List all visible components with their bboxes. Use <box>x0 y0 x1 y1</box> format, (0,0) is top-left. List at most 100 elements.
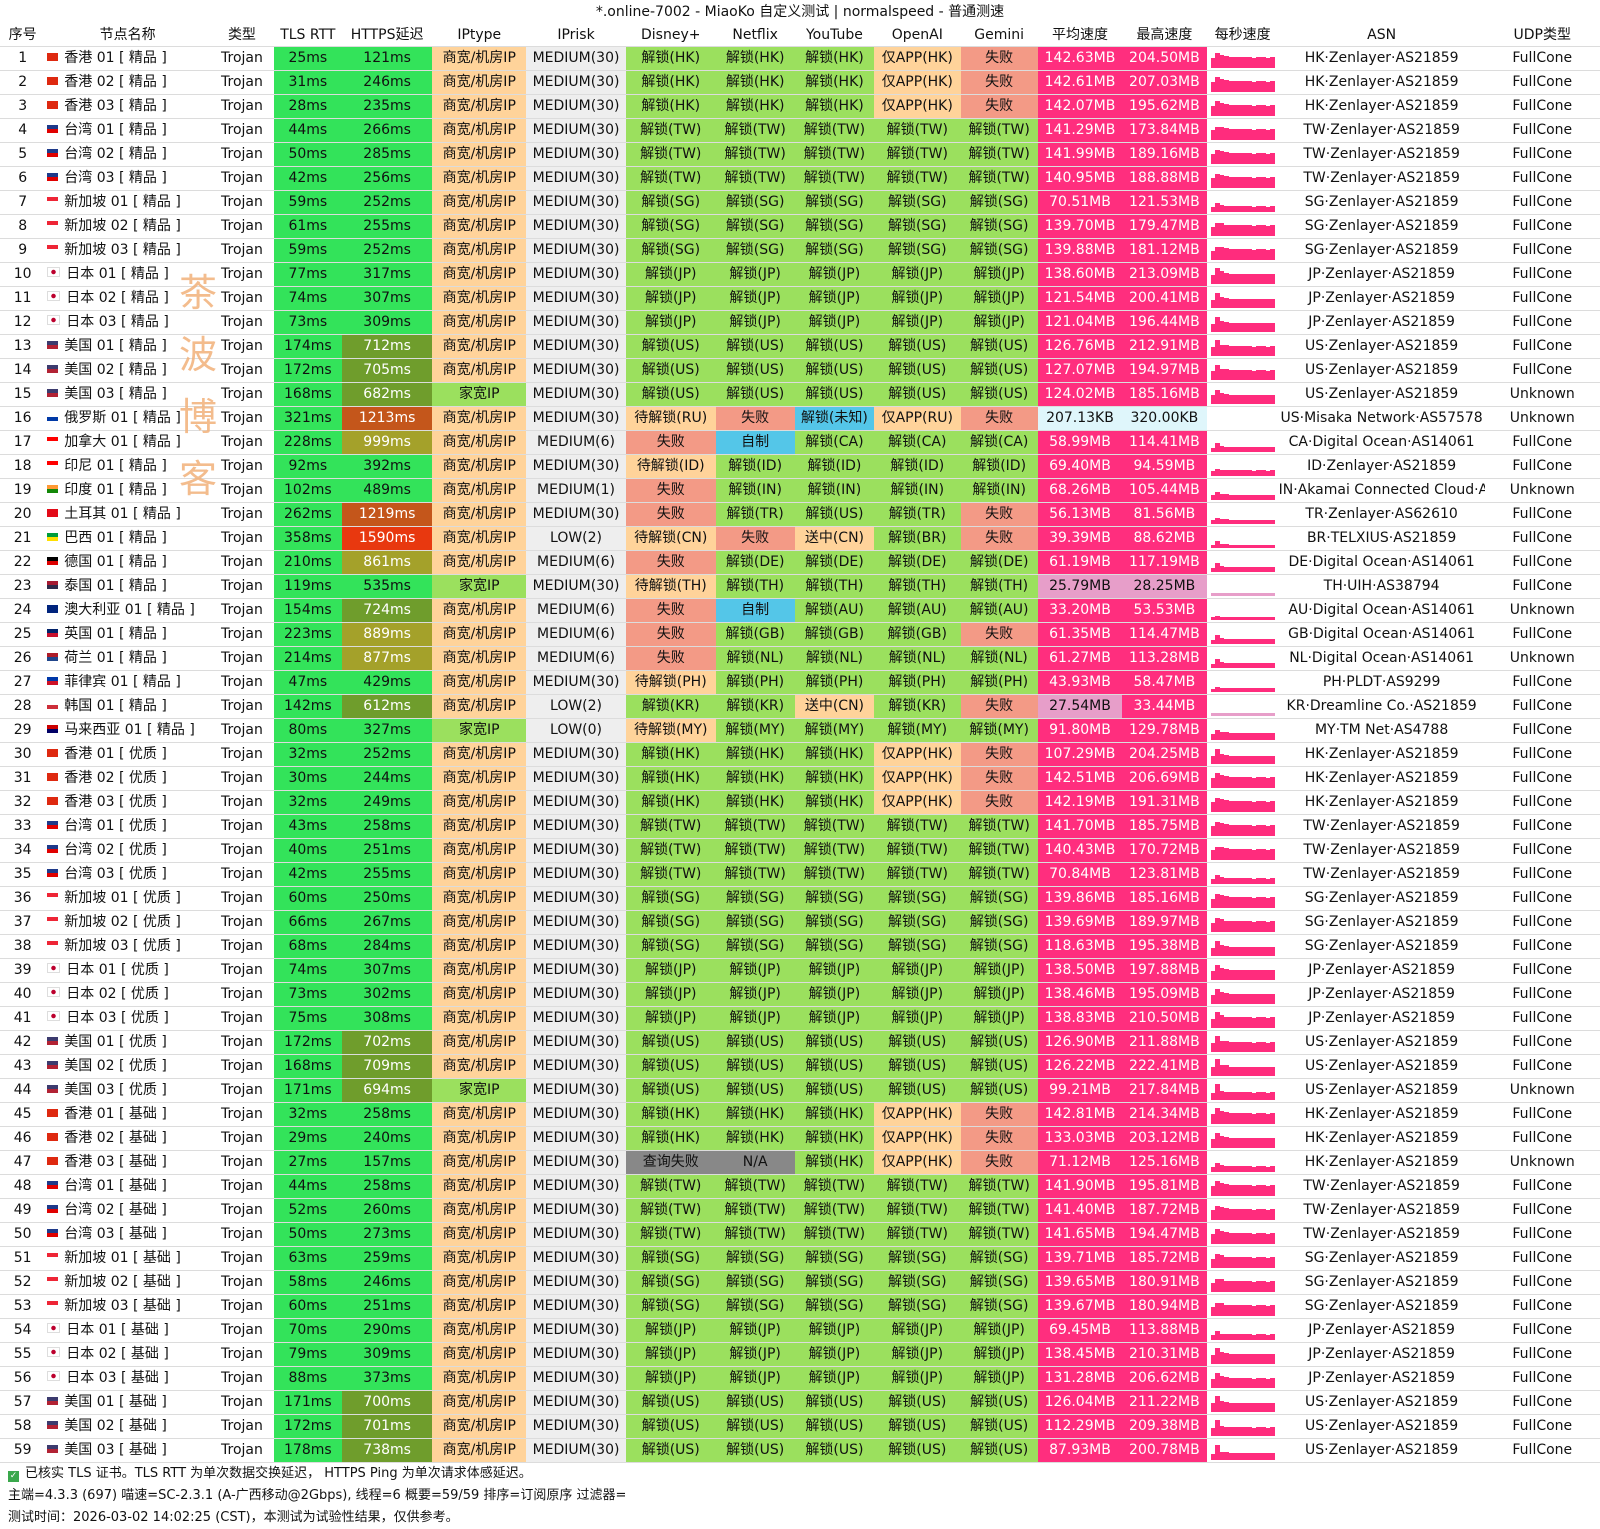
speed-sparkline <box>1206 910 1279 935</box>
gemini-status: 解锁(MY) <box>960 718 1038 743</box>
column-header: 类型 <box>210 24 274 47</box>
protocol-type: Trojan <box>210 238 274 263</box>
speed-bar <box>1242 273 1248 284</box>
netflix-status: 解锁(KR) <box>715 694 795 719</box>
speed-bar <box>1247 129 1252 140</box>
speed-bar <box>1251 849 1257 860</box>
protocol-type: Trojan <box>210 430 274 455</box>
asn: US·Zenlayer·AS21859 <box>1278 334 1485 359</box>
speed-bar <box>1270 298 1275 308</box>
speed-bar <box>1270 346 1275 356</box>
row-index: 34 <box>0 838 46 863</box>
ip-type: 商宽/机房IP <box>432 430 527 455</box>
disney-status: 解锁(JP) <box>625 1342 716 1367</box>
ip-type: 商宽/机房IP <box>432 670 527 695</box>
speed-bar <box>1224 469 1229 476</box>
ip-risk: MEDIUM(30) <box>526 262 626 287</box>
openai-status: 解锁(PH) <box>874 670 961 695</box>
ip-risk: MEDIUM(30) <box>526 742 626 767</box>
speed-bar <box>1247 1066 1252 1076</box>
speed-bar <box>1233 1042 1239 1052</box>
gemini-status: 解锁(SG) <box>960 238 1038 263</box>
speed-bar <box>1219 127 1225 140</box>
gemini-status: 失败 <box>960 766 1038 791</box>
https-latency: 1213ms <box>341 406 433 431</box>
youtube-status: 解锁(US) <box>794 1390 875 1415</box>
disney-status: 解锁(HK) <box>625 70 716 95</box>
avg-speed: 87.93MB <box>1037 1438 1123 1463</box>
row-index: 49 <box>0 1198 46 1223</box>
netflix-status: 解锁(TW) <box>715 142 795 167</box>
speed-bar <box>1228 688 1234 692</box>
avg-speed: 138.45MB <box>1037 1342 1123 1367</box>
tls-rtt: 58ms <box>273 1270 342 1295</box>
speed-bar <box>1228 129 1234 140</box>
youtube-status: 送中(CN) <box>794 526 875 551</box>
udp-type: FullCone <box>1484 454 1600 479</box>
asn: SG·Zenlayer·AS21859 <box>1278 214 1485 239</box>
speed-bar <box>1210 1453 1216 1460</box>
row-index: 46 <box>0 1126 46 1151</box>
speed-bar <box>1233 225 1239 236</box>
avg-speed: 99.21MB <box>1037 1078 1123 1103</box>
speed-bar <box>1251 1042 1257 1052</box>
speed-bar <box>1228 1185 1234 1196</box>
node-name: 新加坡 02 [ 精品 ] <box>45 214 211 239</box>
speed-bar <box>1256 663 1261 668</box>
node-name-label: 马来西亚 01 [ 精品 ] <box>64 722 195 738</box>
protocol-type: Trojan <box>210 1438 274 1463</box>
speed-bar <box>1256 1137 1261 1148</box>
speed-sparkline <box>1206 1342 1279 1367</box>
udp-type: FullCone <box>1484 1054 1600 1079</box>
udp-type: Unknown <box>1484 382 1600 407</box>
https-latency: 612ms <box>341 694 433 719</box>
speed-bar <box>1256 688 1261 692</box>
table-row: 11 日本 02 [ 精品 ] Trojan 74ms 307ms 商宽/机房IP MEDI… <box>0 286 1600 311</box>
ip-risk: MEDIUM(30) <box>526 334 626 359</box>
protocol-type: Trojan <box>210 1342 274 1367</box>
speed-bars <box>1210 1346 1275 1364</box>
speed-bar <box>1256 447 1261 452</box>
ip-type: 商宽/机房IP <box>432 166 527 191</box>
speed-bar <box>1270 153 1275 164</box>
speed-bar <box>1228 1281 1234 1292</box>
ip-type: 商宽/机房IP <box>432 1198 527 1223</box>
speed-bar <box>1251 273 1257 284</box>
ip-type: 商宽/机房IP <box>432 958 527 983</box>
speed-bar <box>1256 1427 1261 1436</box>
speed-bar <box>1260 688 1266 692</box>
speed-bar <box>1270 225 1275 236</box>
speed-bar <box>1233 1209 1239 1220</box>
node-name: 台湾 01 [ 优质 ] <box>45 814 211 839</box>
udp-type: FullCone <box>1484 1030 1600 1055</box>
country-flag-icon <box>47 557 59 565</box>
row-index: 2 <box>0 70 46 95</box>
speed-bar <box>1215 1445 1220 1460</box>
speed-bar <box>1228 177 1234 188</box>
youtube-status: 解锁(HK) <box>794 742 875 767</box>
speed-bar <box>1256 1185 1261 1196</box>
speed-bar <box>1210 922 1216 932</box>
max-speed: 81.56MB <box>1122 502 1207 527</box>
netflix-status: 解锁(TW) <box>715 1222 795 1247</box>
asn: SG·Zenlayer·AS21859 <box>1278 1294 1485 1319</box>
country-flag-icon <box>47 365 59 373</box>
node-name: 美国 01 [ 精品 ] <box>45 334 211 359</box>
avg-speed: 138.50MB <box>1037 958 1123 983</box>
gemini-status: 解锁(JP) <box>960 262 1038 287</box>
speed-bar <box>1228 394 1234 404</box>
disney-status: 解锁(SG) <box>625 934 716 959</box>
ip-risk: MEDIUM(30) <box>526 766 626 791</box>
speed-bar <box>1224 688 1229 692</box>
speed-bar <box>1265 494 1271 500</box>
disney-status: 解锁(JP) <box>625 262 716 287</box>
country-flag-icon <box>47 653 59 661</box>
speed-bars <box>1210 962 1275 980</box>
table-row: 3 香港 03 [ 精品 ] Trojan 28ms 235ms 商宽/机房IP MEDIU… <box>0 94 1600 119</box>
table-row: 7 新加坡 01 [ 精品 ] Trojan 59ms 252ms 商宽/机房IP MEDI… <box>0 190 1600 215</box>
node-name-label: 日本 02 [ 基础 ] <box>66 1346 169 1362</box>
speed-bars <box>1210 362 1275 380</box>
speed-bar <box>1238 777 1243 788</box>
speed-bar <box>1219 1183 1225 1196</box>
node-name: 新加坡 03 [ 精品 ] <box>45 238 211 263</box>
